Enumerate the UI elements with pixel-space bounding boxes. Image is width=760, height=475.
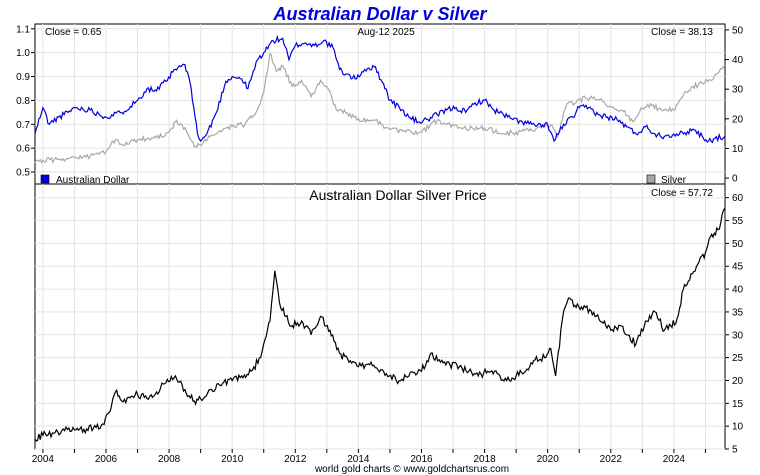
x-tick-label: 2018	[473, 454, 496, 465]
y-tick-label: 40	[732, 285, 744, 296]
y-tick-label: 1.0	[16, 48, 30, 59]
top-grid	[35, 24, 725, 184]
y-tick-label: 55	[732, 216, 744, 227]
y-tick-label: 1.1	[16, 24, 30, 35]
y-tick-label: 50	[732, 239, 744, 250]
x-tick-label: 2012	[284, 454, 307, 465]
top-chart-title: Australian Dollar v Silver	[272, 4, 487, 24]
y-tick-label: 5	[732, 445, 738, 456]
date-label: Aug-12 2025	[357, 27, 415, 38]
series-line-aud-silver-price	[34, 207, 726, 442]
top-right-axis: 0 10 20 30 40 50	[725, 25, 744, 185]
y-tick-label: 35	[732, 307, 744, 318]
y-tick-label: 0.7	[16, 120, 30, 131]
x-tick-label: 2006	[95, 454, 118, 465]
y-tick-label: 30	[732, 85, 744, 96]
bottom-panel-frame	[34, 183, 726, 450]
y-tick-label: 20	[732, 114, 744, 125]
bottom-right-axis: 5 10 15 20 25 30 35 40 45 50 55 60	[725, 193, 744, 456]
y-tick-label: 25	[732, 353, 744, 364]
legend-swatch-silver	[646, 174, 656, 184]
y-tick-label: 60	[732, 193, 744, 204]
y-tick-label: 30	[732, 330, 744, 341]
x-tick-label: 2016	[410, 454, 433, 465]
y-tick-label: 20	[732, 376, 744, 387]
legend-label-silver: Silver	[661, 175, 687, 186]
bottom-chart-title: Australian Dollar Silver Price	[309, 187, 487, 203]
y-tick-label: 0.8	[16, 96, 30, 107]
x-tick-label: 2008	[158, 454, 181, 465]
y-tick-label: 45	[732, 262, 744, 273]
x-tick-label: 2020	[537, 454, 560, 465]
x-tick-label: 2022	[600, 454, 623, 465]
legend: Australian Dollar Silver	[40, 174, 687, 186]
bottom-close-label: Close = 57.72	[651, 188, 713, 199]
y-tick-label: 0.9	[16, 72, 30, 83]
close-right-label: Close = 38.13	[651, 27, 713, 38]
y-tick-label: 40	[732, 55, 744, 66]
x-tick-label: 2014	[347, 454, 370, 465]
y-tick-label: 10	[732, 144, 744, 155]
x-axis: 2004 2006 2008 2010 2012 2014 2016 2018 2020 2022…	[32, 449, 706, 465]
bottom-panel: 5 10 15 20 25 30 35 40 45 50 55 60 Australian Dolla…	[34, 183, 744, 456]
series-line-silver	[34, 52, 726, 164]
top-panel-frame	[34, 23, 726, 185]
legend-swatch-australian-dollar	[40, 174, 50, 184]
x-tick-label: 2024	[663, 454, 686, 465]
y-tick-label: 0.6	[16, 144, 30, 155]
x-tick-label: 2004	[32, 454, 55, 465]
close-left-label: Close = 0.65	[45, 27, 102, 38]
x-tick-label: 2010	[221, 454, 244, 465]
top-left-axis: 0.5 0.6 0.7 0.8 0.9 1.0 1.1	[16, 24, 35, 179]
y-tick-label: 0	[732, 174, 738, 185]
series-line-australian-dollar	[34, 34, 726, 144]
legend-label-australian-dollar: Australian Dollar	[56, 175, 130, 186]
footer-credit: world gold charts © www.goldchartsrus.co…	[314, 464, 509, 475]
y-tick-label: 15	[732, 399, 744, 410]
y-tick-label: 50	[732, 25, 744, 36]
bottom-grid	[35, 184, 725, 450]
y-tick-label: 0.5	[16, 168, 30, 179]
y-tick-label: 10	[732, 422, 744, 433]
top-panel: 0.5 0.6 0.7 0.8 0.9 1.0 1.1 0 10 20 30 40 50 Close …	[16, 23, 744, 186]
